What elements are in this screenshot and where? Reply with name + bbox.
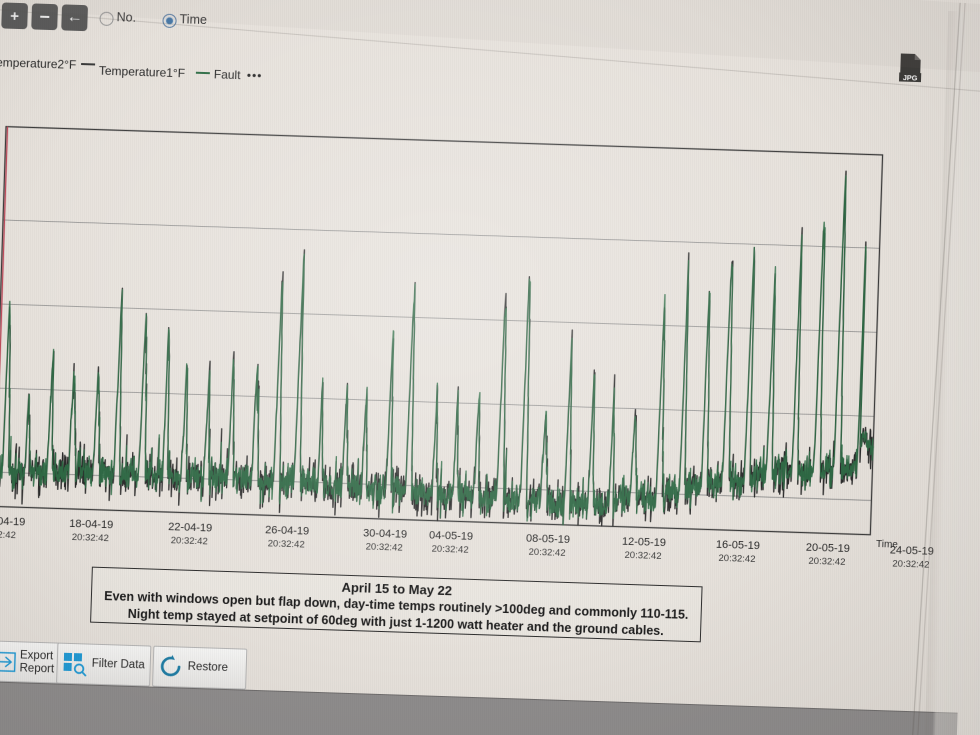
- svg-text:JPG: JPG: [903, 73, 918, 82]
